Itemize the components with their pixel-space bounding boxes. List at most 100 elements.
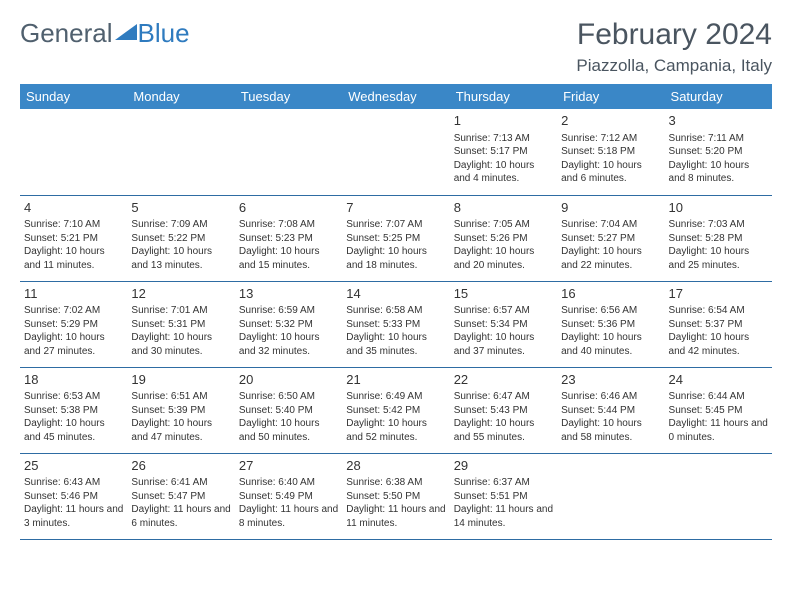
- daylight-line: Daylight: 10 hours and 20 minutes.: [454, 245, 553, 272]
- daylight-line: Daylight: 11 hours and 11 minutes.: [346, 503, 445, 530]
- day-number: 13: [239, 285, 338, 303]
- sunrise-line: Sunrise: 6:51 AM: [131, 390, 230, 404]
- day-number: 23: [561, 371, 660, 389]
- brand-logo: General Blue: [20, 18, 190, 49]
- sunrise-line: Sunrise: 6:46 AM: [561, 390, 660, 404]
- sunrise-line: Sunrise: 6:41 AM: [131, 476, 230, 490]
- sunrise-line: Sunrise: 7:01 AM: [131, 304, 230, 318]
- calendar-cell: 24Sunrise: 6:44 AMSunset: 5:45 PMDayligh…: [665, 367, 772, 453]
- sunset-line: Sunset: 5:51 PM: [454, 490, 553, 504]
- day-number: 20: [239, 371, 338, 389]
- calendar-cell: [665, 453, 772, 539]
- day-number: 12: [131, 285, 230, 303]
- sunrise-line: Sunrise: 7:10 AM: [24, 218, 123, 232]
- sunrise-line: Sunrise: 7:13 AM: [454, 132, 553, 146]
- calendar-cell: 2Sunrise: 7:12 AMSunset: 5:18 PMDaylight…: [557, 109, 664, 195]
- daylight-line: Daylight: 10 hours and 45 minutes.: [24, 417, 123, 444]
- daylight-line: Daylight: 11 hours and 14 minutes.: [454, 503, 553, 530]
- daylight-line: Daylight: 10 hours and 52 minutes.: [346, 417, 445, 444]
- sunrise-line: Sunrise: 7:08 AM: [239, 218, 338, 232]
- calendar-body: 1Sunrise: 7:13 AMSunset: 5:17 PMDaylight…: [20, 109, 772, 539]
- daylight-line: Daylight: 10 hours and 55 minutes.: [454, 417, 553, 444]
- sunset-line: Sunset: 5:17 PM: [454, 145, 553, 159]
- calendar-cell: 4Sunrise: 7:10 AMSunset: 5:21 PMDaylight…: [20, 195, 127, 281]
- calendar-cell: 25Sunrise: 6:43 AMSunset: 5:46 PMDayligh…: [20, 453, 127, 539]
- day-number: 4: [24, 199, 123, 217]
- daylight-line: Daylight: 11 hours and 0 minutes.: [669, 417, 768, 444]
- day-number: 2: [561, 112, 660, 130]
- calendar-cell: 23Sunrise: 6:46 AMSunset: 5:44 PMDayligh…: [557, 367, 664, 453]
- day-number: 11: [24, 285, 123, 303]
- day-number: 27: [239, 457, 338, 475]
- calendar-cell: 11Sunrise: 7:02 AMSunset: 5:29 PMDayligh…: [20, 281, 127, 367]
- daylight-line: Daylight: 10 hours and 22 minutes.: [561, 245, 660, 272]
- sunset-line: Sunset: 5:45 PM: [669, 404, 768, 418]
- sunrise-line: Sunrise: 7:11 AM: [669, 132, 768, 146]
- title-block: February 2024 Piazzolla, Campania, Italy: [576, 18, 772, 76]
- sunset-line: Sunset: 5:39 PM: [131, 404, 230, 418]
- header: General Blue February 2024 Piazzolla, Ca…: [20, 18, 772, 76]
- calendar-table: Sunday Monday Tuesday Wednesday Thursday…: [20, 84, 772, 540]
- sunrise-line: Sunrise: 7:02 AM: [24, 304, 123, 318]
- sunset-line: Sunset: 5:32 PM: [239, 318, 338, 332]
- calendar-cell: [127, 109, 234, 195]
- calendar-cell: 27Sunrise: 6:40 AMSunset: 5:49 PMDayligh…: [235, 453, 342, 539]
- brand-part2: Blue: [138, 18, 190, 49]
- weekday-header-row: Sunday Monday Tuesday Wednesday Thursday…: [20, 84, 772, 109]
- day-number: 14: [346, 285, 445, 303]
- sunset-line: Sunset: 5:46 PM: [24, 490, 123, 504]
- sunrise-line: Sunrise: 6:54 AM: [669, 304, 768, 318]
- calendar-cell: 17Sunrise: 6:54 AMSunset: 5:37 PMDayligh…: [665, 281, 772, 367]
- day-number: 7: [346, 199, 445, 217]
- day-number: 1: [454, 112, 553, 130]
- day-number: 5: [131, 199, 230, 217]
- calendar-cell: 12Sunrise: 7:01 AMSunset: 5:31 PMDayligh…: [127, 281, 234, 367]
- day-number: 19: [131, 371, 230, 389]
- calendar-cell: [235, 109, 342, 195]
- calendar-week-row: 11Sunrise: 7:02 AMSunset: 5:29 PMDayligh…: [20, 281, 772, 367]
- sunset-line: Sunset: 5:18 PM: [561, 145, 660, 159]
- daylight-line: Daylight: 10 hours and 8 minutes.: [669, 159, 768, 186]
- sunrise-line: Sunrise: 7:03 AM: [669, 218, 768, 232]
- daylight-line: Daylight: 10 hours and 40 minutes.: [561, 331, 660, 358]
- sunrise-line: Sunrise: 6:58 AM: [346, 304, 445, 318]
- sunrise-line: Sunrise: 6:59 AM: [239, 304, 338, 318]
- weekday-header: Thursday: [450, 84, 557, 109]
- daylight-line: Daylight: 10 hours and 25 minutes.: [669, 245, 768, 272]
- sunset-line: Sunset: 5:26 PM: [454, 232, 553, 246]
- day-number: 8: [454, 199, 553, 217]
- day-number: 17: [669, 285, 768, 303]
- calendar-cell: 29Sunrise: 6:37 AMSunset: 5:51 PMDayligh…: [450, 453, 557, 539]
- daylight-line: Daylight: 11 hours and 8 minutes.: [239, 503, 338, 530]
- sunset-line: Sunset: 5:28 PM: [669, 232, 768, 246]
- day-number: 15: [454, 285, 553, 303]
- calendar-cell: [20, 109, 127, 195]
- day-number: 21: [346, 371, 445, 389]
- calendar-cell: 13Sunrise: 6:59 AMSunset: 5:32 PMDayligh…: [235, 281, 342, 367]
- sunrise-line: Sunrise: 6:43 AM: [24, 476, 123, 490]
- day-number: 16: [561, 285, 660, 303]
- calendar-cell: 18Sunrise: 6:53 AMSunset: 5:38 PMDayligh…: [20, 367, 127, 453]
- calendar-cell: 8Sunrise: 7:05 AMSunset: 5:26 PMDaylight…: [450, 195, 557, 281]
- sunset-line: Sunset: 5:36 PM: [561, 318, 660, 332]
- day-number: 24: [669, 371, 768, 389]
- daylight-line: Daylight: 10 hours and 4 minutes.: [454, 159, 553, 186]
- sunset-line: Sunset: 5:37 PM: [669, 318, 768, 332]
- daylight-line: Daylight: 11 hours and 6 minutes.: [131, 503, 230, 530]
- weekday-header: Saturday: [665, 84, 772, 109]
- calendar-cell: 28Sunrise: 6:38 AMSunset: 5:50 PMDayligh…: [342, 453, 449, 539]
- calendar-cell: 22Sunrise: 6:47 AMSunset: 5:43 PMDayligh…: [450, 367, 557, 453]
- calendar-cell: [342, 109, 449, 195]
- day-number: 22: [454, 371, 553, 389]
- daylight-line: Daylight: 10 hours and 13 minutes.: [131, 245, 230, 272]
- sunset-line: Sunset: 5:40 PM: [239, 404, 338, 418]
- daylight-line: Daylight: 10 hours and 47 minutes.: [131, 417, 230, 444]
- calendar-cell: 6Sunrise: 7:08 AMSunset: 5:23 PMDaylight…: [235, 195, 342, 281]
- sunset-line: Sunset: 5:42 PM: [346, 404, 445, 418]
- calendar-cell: 5Sunrise: 7:09 AMSunset: 5:22 PMDaylight…: [127, 195, 234, 281]
- daylight-line: Daylight: 10 hours and 35 minutes.: [346, 331, 445, 358]
- sunset-line: Sunset: 5:22 PM: [131, 232, 230, 246]
- day-number: 10: [669, 199, 768, 217]
- sunrise-line: Sunrise: 6:56 AM: [561, 304, 660, 318]
- weekday-header: Friday: [557, 84, 664, 109]
